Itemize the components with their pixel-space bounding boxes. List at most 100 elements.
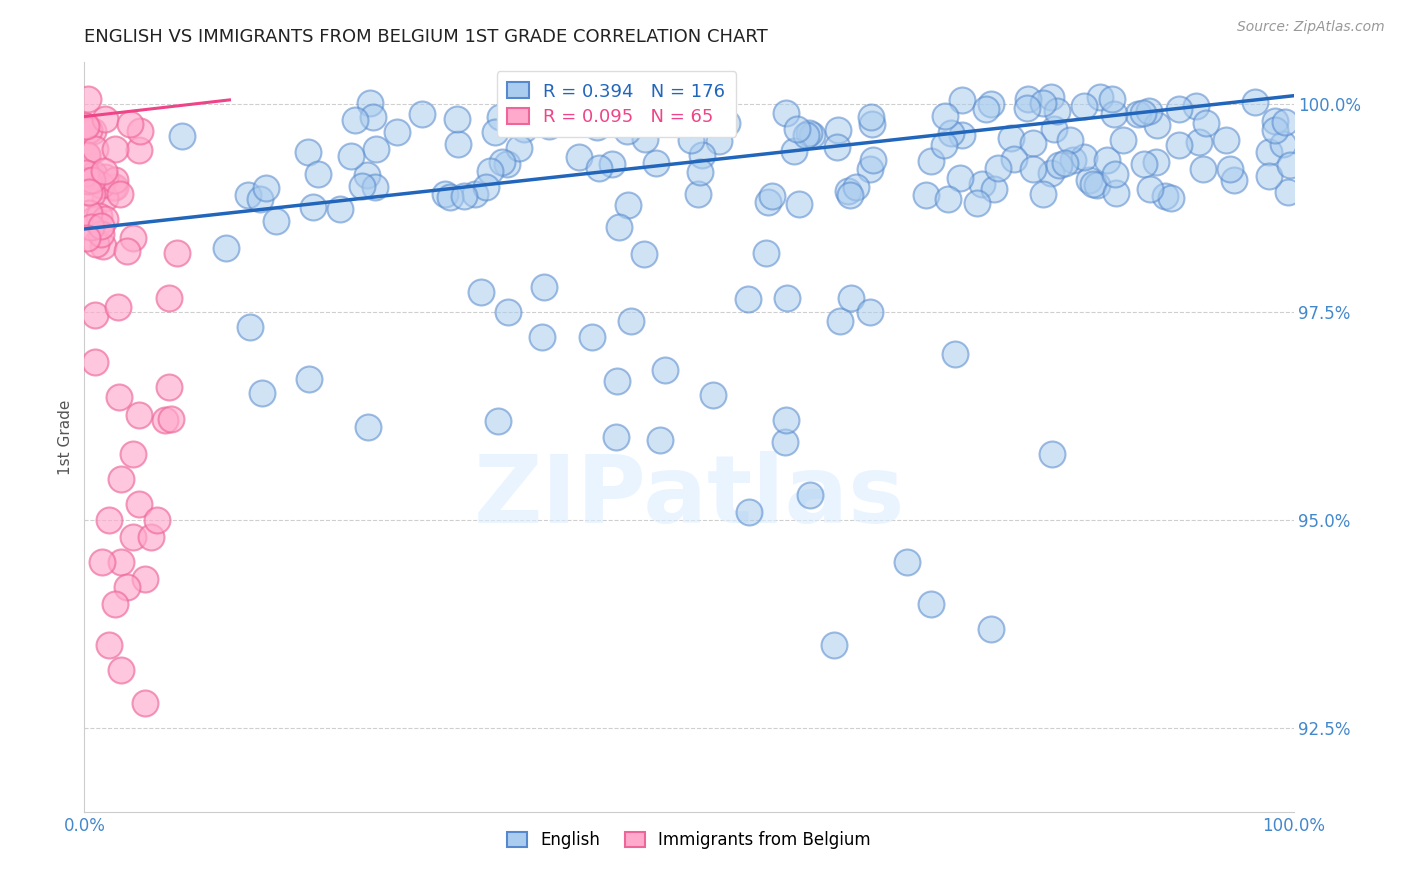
- Point: [77, 206, 100, 220]
- Point: [110, 186, 132, 201]
- Point: [139, 530, 162, 544]
- Point: [776, 292, 799, 306]
- Point: [496, 305, 519, 319]
- Point: [1101, 92, 1123, 106]
- Point: [128, 497, 150, 511]
- Point: [470, 285, 492, 300]
- Point: [215, 241, 238, 255]
- Point: [915, 188, 938, 202]
- Point: [146, 513, 169, 527]
- Point: [533, 280, 555, 294]
- Point: [94, 191, 117, 205]
- Point: [679, 134, 702, 148]
- Point: [932, 137, 955, 152]
- Point: [90, 178, 112, 192]
- Point: [934, 109, 956, 123]
- Point: [690, 148, 713, 162]
- Point: [82, 187, 104, 202]
- Point: [350, 178, 373, 193]
- Point: [1264, 122, 1286, 136]
- Point: [1274, 114, 1296, 128]
- Point: [120, 117, 142, 131]
- Point: [1215, 133, 1237, 147]
- Point: [104, 597, 127, 611]
- Point: [689, 164, 711, 178]
- Point: [664, 94, 686, 108]
- Point: [755, 246, 778, 260]
- Point: [1017, 92, 1039, 106]
- Point: [80, 169, 103, 183]
- Point: [1042, 122, 1064, 136]
- Point: [104, 180, 127, 194]
- Point: [560, 98, 582, 112]
- Point: [799, 488, 821, 502]
- Point: [361, 110, 384, 124]
- Point: [364, 142, 387, 156]
- Point: [1017, 101, 1039, 115]
- Point: [155, 413, 177, 427]
- Point: [264, 213, 287, 227]
- Point: [1133, 157, 1156, 171]
- Point: [307, 167, 329, 181]
- Point: [1146, 118, 1168, 132]
- Point: [1277, 185, 1299, 199]
- Point: [439, 190, 461, 204]
- Point: [1032, 186, 1054, 201]
- Point: [76, 92, 98, 106]
- Point: [645, 156, 668, 170]
- Point: [860, 110, 883, 124]
- Point: [585, 120, 607, 135]
- Point: [82, 123, 104, 137]
- Point: [799, 126, 821, 140]
- Point: [974, 102, 997, 116]
- Point: [837, 184, 859, 198]
- Point: [357, 420, 380, 434]
- Point: [1264, 114, 1286, 128]
- Point: [343, 113, 366, 128]
- Point: [90, 219, 112, 234]
- Point: [134, 572, 156, 586]
- Point: [239, 319, 262, 334]
- Point: [254, 181, 277, 195]
- Point: [800, 128, 823, 142]
- Point: [616, 124, 638, 138]
- Point: [433, 187, 456, 202]
- Point: [1073, 150, 1095, 164]
- Point: [134, 697, 156, 711]
- Point: [633, 247, 655, 261]
- Point: [568, 150, 591, 164]
- Point: [530, 330, 553, 344]
- Point: [1039, 90, 1062, 104]
- Point: [157, 291, 180, 305]
- Point: [157, 380, 180, 394]
- Point: [83, 308, 105, 322]
- Point: [1258, 145, 1281, 159]
- Point: [80, 219, 103, 234]
- Point: [839, 291, 862, 305]
- Point: [91, 238, 114, 252]
- Point: [920, 597, 942, 611]
- Point: [823, 638, 845, 652]
- Point: [828, 313, 851, 327]
- Point: [787, 197, 810, 211]
- Point: [1192, 161, 1215, 176]
- Point: [302, 200, 325, 214]
- Point: [1083, 177, 1105, 191]
- Point: [1219, 161, 1241, 176]
- Point: [478, 164, 501, 178]
- Point: [605, 430, 627, 444]
- Point: [512, 121, 534, 136]
- Point: [83, 211, 105, 226]
- Point: [602, 157, 624, 171]
- Point: [77, 174, 100, 188]
- Point: [80, 172, 103, 186]
- Point: [340, 149, 363, 163]
- Point: [1139, 103, 1161, 118]
- Point: [121, 231, 143, 245]
- Point: [862, 153, 884, 167]
- Point: [773, 435, 796, 450]
- Point: [1002, 152, 1025, 166]
- Point: [76, 147, 98, 161]
- Point: [738, 505, 761, 519]
- Point: [1126, 107, 1149, 121]
